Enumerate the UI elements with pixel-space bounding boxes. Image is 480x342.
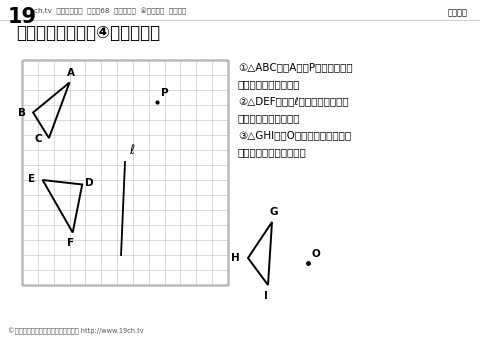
Text: C: C bbox=[34, 134, 42, 144]
Text: H: H bbox=[231, 253, 240, 263]
Text: F: F bbox=[67, 238, 74, 249]
Text: B: B bbox=[18, 107, 26, 118]
Text: I: I bbox=[264, 291, 268, 301]
Text: ②△DEFを直線ℓを対称の軸として: ②△DEFを直線ℓを対称の軸として bbox=[238, 96, 348, 106]
Text: 対称移動させよう！: 対称移動させよう！ bbox=[238, 113, 300, 123]
Text: ©薬一「とある男が授業をしてみた」 http://www.19ch.tv: ©薬一「とある男が授業をしてみた」 http://www.19ch.tv bbox=[8, 328, 144, 335]
Text: O: O bbox=[312, 249, 321, 259]
Text: E: E bbox=[28, 174, 36, 184]
Text: ③△GHIを点Oを回転の中心として: ③△GHIを点Oを回転の中心として bbox=[238, 130, 351, 140]
Text: 平行移動させよう！: 平行移動させよう！ bbox=[238, 79, 300, 89]
Text: 数学（図形の移動④・作図編）: 数学（図形の移動④・作図編） bbox=[16, 24, 160, 42]
Bar bbox=[22, 60, 228, 285]
Text: G: G bbox=[270, 207, 278, 217]
Text: 点対称移動させよう！: 点対称移動させよう！ bbox=[238, 147, 307, 157]
Text: D: D bbox=[85, 177, 94, 187]
Text: 月　　日: 月 日 bbox=[448, 8, 468, 17]
Text: 19: 19 bbox=[8, 7, 37, 27]
Text: P: P bbox=[161, 88, 168, 98]
Text: ℓ: ℓ bbox=[129, 144, 134, 157]
Text: ①△ABCの点Aを点Pに移すように: ①△ABCの点Aを点Pに移すように bbox=[238, 62, 353, 72]
Text: ch.tv  『中１数学』  中１－68  図形の移動  ④・作図編  プリント: ch.tv 『中１数学』 中１－68 図形の移動 ④・作図編 プリント bbox=[34, 8, 186, 15]
Text: A: A bbox=[67, 67, 74, 78]
